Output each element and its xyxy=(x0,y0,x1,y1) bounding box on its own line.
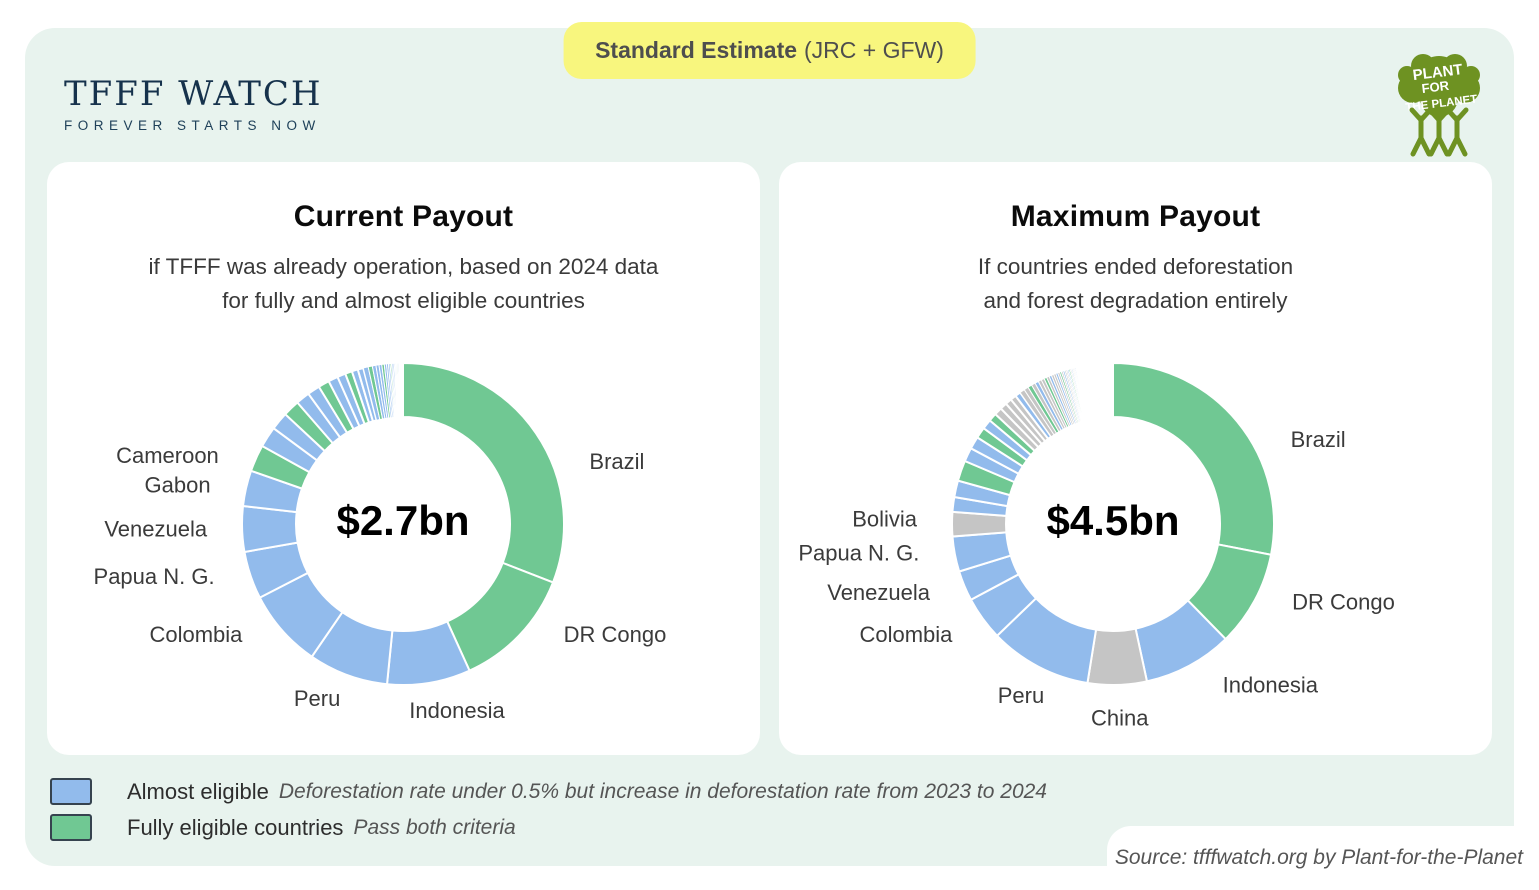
subtitle-line: if TFFF was already operation, based on … xyxy=(148,254,659,279)
subtitle-line: and forest degradation entirely xyxy=(983,288,1288,313)
legend-label: Almost eligible xyxy=(127,778,269,804)
segment-label: China xyxy=(1091,706,1149,731)
legend-row-fully-eligible: Fully eligible countries Pass both crite… xyxy=(50,814,1047,841)
subtitle-line: If countries ended deforestation xyxy=(977,254,1294,279)
donut-center-value: $4.5bn xyxy=(1046,497,1179,544)
donut-segment xyxy=(1112,361,1275,556)
segment-label: Brazil xyxy=(589,449,644,474)
plant-for-the-planet-logo: PLANT FOR THE PLANET xyxy=(1398,54,1480,157)
donut-segment xyxy=(402,361,565,584)
segment-label: Venezuela xyxy=(104,517,208,542)
segment-label: Colombia xyxy=(149,622,243,647)
tfff-watch-tagline: FOREVER STARTS NOW xyxy=(64,118,321,133)
estimate-badge: Standard Estimate (JRC + GFW) xyxy=(563,22,976,79)
card-subtitle-current: if TFFF was already operation, based on … xyxy=(47,250,760,318)
legend-note: Deforestation rate under 0.5% but increa… xyxy=(278,779,1047,803)
card-title-maximum: Maximum Payout xyxy=(1010,200,1261,233)
subtitle-line: for fully and almost eligible countries xyxy=(222,288,585,313)
tfff-watch-wordmark: TFFF WATCH xyxy=(64,74,323,114)
tree-canopy xyxy=(1398,54,1480,117)
segment-label: Papua N. G. xyxy=(94,564,215,589)
maximum-payout-donut: Brazil DR Congo Indonesia China Peru Colombia… xyxy=(798,361,1395,731)
segment-label: Colombia xyxy=(859,622,953,647)
segment-label: DR Congo xyxy=(564,622,667,647)
legend: Almost eligible Deforestation rate under… xyxy=(50,778,1047,850)
badge-method: (JRC + GFW) xyxy=(804,37,944,63)
segment-label: Peru xyxy=(294,686,340,711)
donut-segment xyxy=(1111,362,1114,418)
segment-label: Brazil xyxy=(1291,427,1346,452)
tree-figures xyxy=(1409,107,1469,157)
segment-label: Cameroon xyxy=(116,443,219,468)
donut-segment xyxy=(1086,627,1149,686)
svg-text:PLANT: PLANT xyxy=(1412,61,1464,84)
segment-label: Venezuela xyxy=(827,580,931,605)
segment-label: Gabon xyxy=(145,472,211,497)
card-subtitle-maximum: If countries ended deforestation and for… xyxy=(779,250,1492,318)
legend-label: Fully eligible countries xyxy=(127,814,344,840)
source-box: Source: tfffwatch.org by Plant-for-the-P… xyxy=(1107,826,1539,890)
legend-row-almost-eligible: Almost eligible Deforestation rate under… xyxy=(50,778,1047,805)
current-payout-card: Current Payout if TFFF was already opera… xyxy=(47,162,760,755)
badge-title: Standard Estimate xyxy=(595,37,798,63)
segment-label: Papua N. G. xyxy=(798,541,919,566)
almost-eligible-swatch xyxy=(50,778,92,805)
donut-center-value: $2.7bn xyxy=(336,497,469,544)
maximum-payout-card: Maximum Payout If countries ended defore… xyxy=(779,162,1492,755)
svg-text:FOR: FOR xyxy=(1421,78,1451,96)
tfff-watch-logo: TFFF WATCH FOREVER STARTS NOW xyxy=(64,74,323,133)
donut-segment xyxy=(401,362,404,418)
segment-label: Indonesia xyxy=(1223,672,1319,697)
source-text: Source: tfffwatch.org by Plant-for-the-P… xyxy=(1114,846,1523,869)
segment-label: Peru xyxy=(998,683,1044,708)
current-payout-donut: Brazil DR Congo Indonesia Peru Colombia Papua… xyxy=(94,361,667,723)
segment-label: DR Congo xyxy=(1292,590,1395,615)
segment-label: Indonesia xyxy=(409,698,505,723)
legend-note: Pass both criteria xyxy=(353,815,516,839)
fully-eligible-swatch xyxy=(50,814,92,841)
card-title-current: Current Payout xyxy=(293,200,514,233)
segment-label: Bolivia xyxy=(852,506,918,531)
